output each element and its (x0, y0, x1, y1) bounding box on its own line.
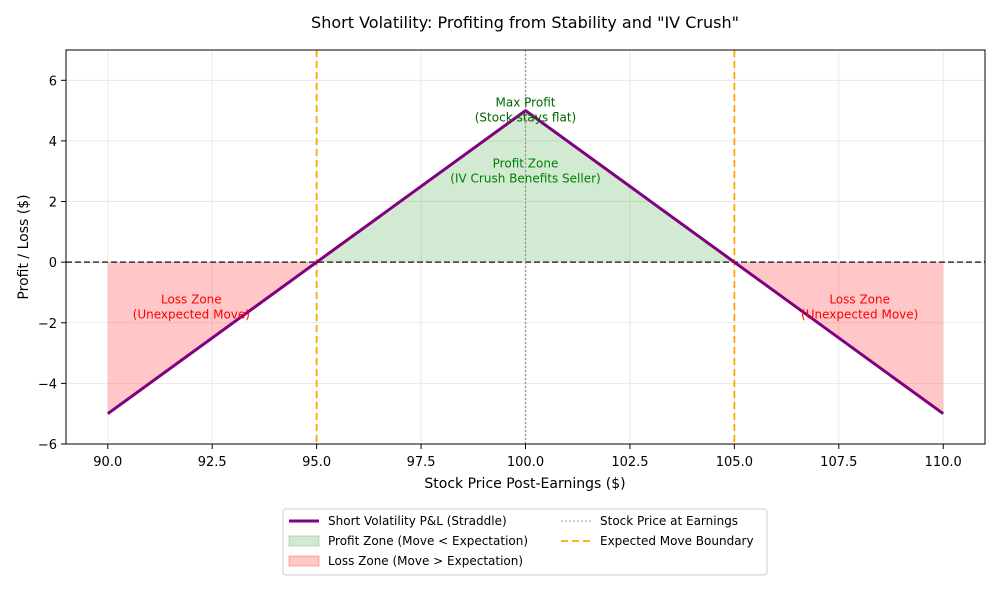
annotation-line: Max Profit (496, 96, 556, 110)
x-axis-title: Stock Price Post-Earnings ($) (424, 476, 625, 492)
legend-box (282, 508, 768, 576)
y-tick-label: −6 (38, 438, 57, 453)
y-tick-label: 0 (49, 256, 57, 271)
y-axis-title: Profit / Loss ($) (16, 194, 32, 299)
x-tick-label: 92.5 (198, 455, 227, 470)
x-tick-label: 97.5 (407, 455, 436, 470)
annotation-2: Loss Zone (Unexpected Move) (133, 293, 250, 322)
legend-swatch (288, 535, 320, 547)
legend: Short Volatility P&L (Straddle) Profit Zo… (282, 508, 768, 576)
y-tick-label: −4 (38, 377, 57, 392)
annotation-line: Profit Zone (493, 156, 559, 170)
legend-label: Profit Zone (Move < Expectation) (328, 534, 528, 548)
y-tick-label: −2 (38, 317, 57, 332)
annotation-line: (Unexpected Move) (801, 308, 918, 322)
x-tick-label: 95.0 (302, 455, 331, 470)
annotation-line: (IV Crush Benefits Seller) (450, 171, 600, 185)
x-tick-label: 100.0 (507, 455, 544, 470)
x-tick-label: 90.0 (93, 455, 122, 470)
pnl-line (106, 109, 945, 415)
x-tick-label: 102.5 (611, 455, 648, 470)
legend-label: Short Volatility P&L (Straddle) (328, 514, 507, 528)
legend-label: Loss Zone (Move > Expectation) (328, 554, 523, 568)
x-tick-label: 107.5 (820, 455, 857, 470)
plot-area: Max Profit (Stock stays flat)Profit Zone(… (38, 49, 986, 470)
annotation-line: Loss Zone (161, 293, 222, 307)
annotation-line: Loss Zone (829, 293, 890, 307)
y-tick-label: 6 (49, 74, 57, 89)
y-tick-label: 2 (49, 196, 57, 211)
annotation-line: (Stock stays flat) (475, 111, 576, 125)
chart-title: Short Volatility: Profiting from Stabili… (311, 13, 739, 32)
x-tick-label: 110.0 (925, 455, 962, 470)
legend-label: Stock Price at Earnings (600, 514, 738, 528)
annotation-3: Loss Zone (Unexpected Move) (801, 293, 918, 322)
y-tick-label: 4 (49, 135, 57, 150)
annotation-1: Profit Zone (IV Crush Benefits Seller) (450, 156, 600, 185)
annotation-0: Max Profit (Stock stays flat) (475, 96, 576, 125)
x-tick-label: 105.0 (716, 455, 753, 470)
annotation-line: (Unexpected Move) (133, 308, 250, 322)
legend-swatch (288, 555, 320, 567)
legend-label: Expected Move Boundary (600, 534, 754, 548)
